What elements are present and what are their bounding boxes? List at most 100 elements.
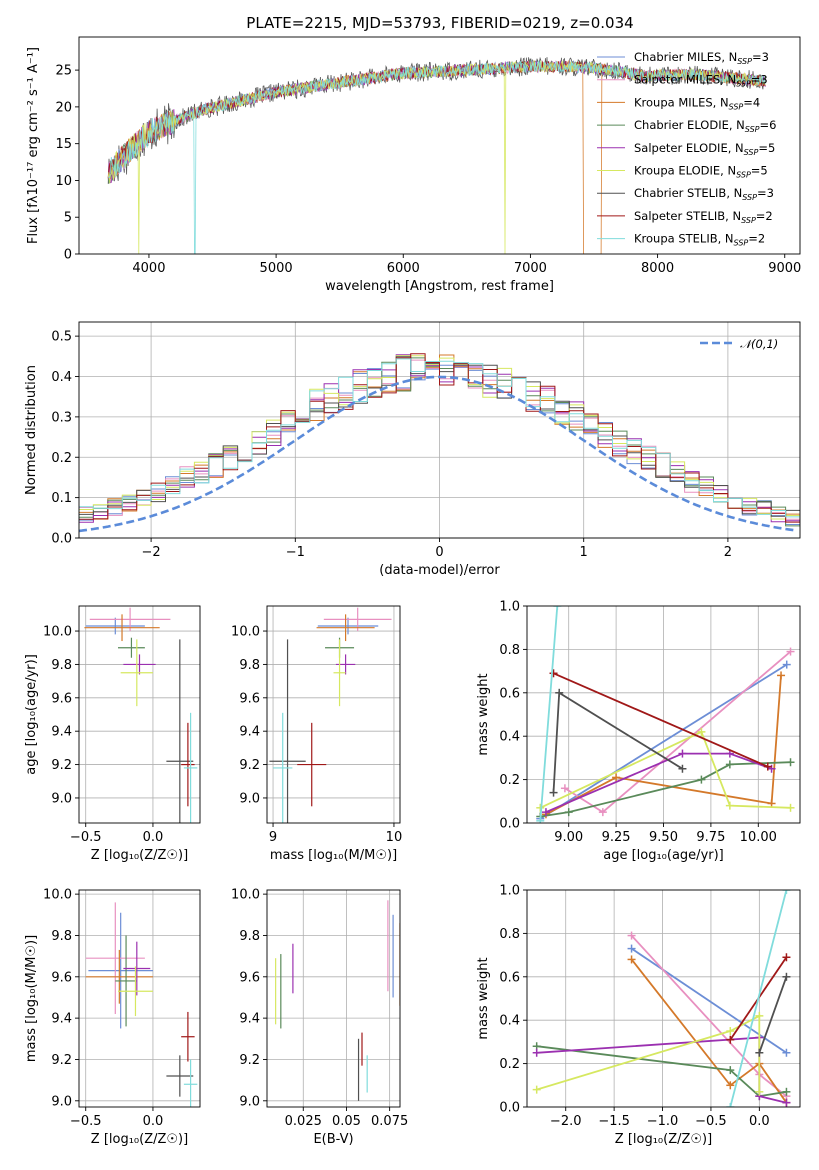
- y-tick-label: 9.4: [51, 725, 72, 740]
- weight-marker-chabrier-stelib: [678, 764, 687, 773]
- axes-age-vs-Z: −0.5 0.0 9.0 9.2 9.4 9.6 9.8 10.0 Z [log₁₀(Z/Z☉)…: [24, 605, 201, 863]
- weight-marker-chabrier-stelib: [755, 1048, 764, 1057]
- axes-mass-vs-EBV: 0.025 0.05 0.075 9.0 9.2 9.4 9.6 9.8 10.0 E(B-V): [231, 888, 408, 1147]
- legend-label: Chabrier ELODIE, N: [634, 118, 745, 132]
- y-tick-label: 0.2: [499, 1057, 520, 1072]
- y-tick-label: 10.0: [43, 888, 72, 903]
- x-tick-label: 9.50: [649, 830, 678, 845]
- x-tick-label: 0.05: [332, 1114, 361, 1129]
- weight-marker-kroupa-miles: [726, 1081, 735, 1090]
- histogram-kroupa-stelib: [79, 358, 800, 525]
- legend-entry-salpeter-elodie: Salpeter ELODIE, NSSP=5: [634, 141, 775, 157]
- axes-frame: [266, 605, 401, 824]
- errorbar-salpeter-elodie: [123, 654, 156, 675]
- x-tick-label: 5000: [260, 261, 293, 276]
- y-tick-label: 9.2: [51, 1053, 72, 1068]
- y-tick-label: 10.0: [231, 888, 260, 903]
- legend-subscript: SSP: [745, 125, 760, 134]
- weight-marker-kroupa-elodie: [726, 1027, 735, 1036]
- y-tick-label: 9.0: [51, 1094, 72, 1109]
- y-tick-label: 10: [55, 174, 72, 189]
- x-tick-label: 9.25: [602, 830, 631, 845]
- histogram-chabrier-miles: [79, 364, 800, 527]
- y-tick-label: 0.0: [499, 817, 520, 832]
- x-tick-label: 8000: [641, 261, 674, 276]
- plot-area-massweight-vs-Z: [532, 890, 791, 1107]
- legend-value: =5: [758, 141, 775, 155]
- legend-subscript: SSP: [736, 80, 751, 89]
- legend-value: =5: [751, 164, 768, 178]
- x-axis-label: (data-model)/error: [379, 563, 500, 578]
- errorbar-kroupa-miles: [316, 614, 375, 642]
- x-tick-label: 0.0: [143, 1114, 164, 1129]
- y-tick-label: 9.2: [239, 1053, 260, 1068]
- spectrum-line-kroupa-stelib: [108, 60, 766, 254]
- legend-entry-kroupa-elodie: Kroupa ELODIE, NSSP=5: [634, 164, 768, 180]
- errorbar-chabrier-miles: [88, 912, 153, 1029]
- axes-mass-vs-Z: −0.5 0.0 9.0 9.2 9.4 9.6 9.8 10.0 Z [log₁₀(Z/Z☉)…: [24, 888, 201, 1147]
- histogram-chabrier-stelib: [79, 356, 800, 526]
- plot-area-mass-vs-EBV: [275, 900, 400, 1101]
- errorbar-kroupa-stelib: [183, 1059, 198, 1107]
- x-axis-label: Z [log₁₀(Z/Z☉)]: [91, 848, 188, 863]
- errorbar-kroupa-stelib: [183, 712, 198, 823]
- y-tick-label: 0.4: [499, 730, 520, 745]
- y-tick-label: 9.6: [239, 691, 260, 706]
- y-tick-label: 9.0: [51, 791, 72, 806]
- x-tick-label: −1.5: [598, 1114, 630, 1129]
- weight-marker-chabrier-miles: [782, 1048, 791, 1057]
- y-tick-label: 9.6: [51, 691, 72, 706]
- plot-area-age-vs-mass: [269, 607, 392, 823]
- errorbar-chabrier-stelib: [166, 639, 194, 823]
- y-tick-label: 1.0: [499, 600, 520, 615]
- y-tick-label: 0.2: [51, 451, 72, 466]
- legend-entry-chabrier-elodie: Chabrier ELODIE, NSSP=6: [634, 118, 776, 134]
- errorbar-kroupa-elodie: [120, 639, 153, 707]
- axes-frame: [78, 605, 201, 824]
- legend-entry-salpeter-miles: Salpeter MILES, NSSP=3: [634, 73, 768, 89]
- legend-value: =3: [751, 73, 768, 87]
- y-axis-label: mass weight: [476, 957, 491, 1039]
- weight-marker-chabrier-elodie: [697, 775, 706, 784]
- legend-subscript: SSP: [736, 171, 751, 180]
- y-axis-label: age [log₁₀(age/yr)]: [24, 654, 39, 775]
- y-tick-label: 0.5: [51, 330, 72, 345]
- errorbar-salpeter-elodie: [335, 654, 356, 675]
- weight-line-kroupa-miles: [545, 675, 782, 816]
- weight-marker-kroupa-stelib: [726, 1103, 735, 1107]
- weight-marker-salpeter-elodie: [532, 1048, 541, 1057]
- x-tick-label: 0.075: [371, 1114, 408, 1129]
- errorbar-salpeter-stelib: [181, 722, 195, 807]
- y-tick-label: 5: [64, 211, 72, 226]
- axes-frame: [526, 889, 801, 1108]
- legend-label: Kroupa MILES, N: [634, 95, 729, 109]
- weight-marker-chabrier-stelib: [549, 788, 558, 797]
- weight-marker-chabrier-miles: [782, 660, 791, 669]
- y-tick-label: 20: [55, 100, 72, 115]
- axes-frame: [266, 889, 401, 1108]
- weight-marker-salpeter-miles: [627, 931, 636, 940]
- legend-label: Kroupa STELIB, N: [634, 232, 734, 246]
- y-tick-label: 0.1: [51, 491, 72, 506]
- weight-marker-salpeter-stelib: [763, 762, 772, 771]
- y-tick-label: 9.8: [51, 929, 72, 944]
- y-tick-label: 0.0: [499, 1101, 520, 1116]
- legend-label: Salpeter MILES, N: [634, 73, 736, 87]
- legend-entry-kroupa-miles: Kroupa MILES, NSSP=4: [634, 95, 760, 111]
- legend-label: Chabrier MILES, N: [634, 50, 737, 64]
- axes-frame: [78, 36, 801, 255]
- x-tick-label: 6000: [387, 261, 420, 276]
- legend-label: Salpeter STELIB, N: [634, 209, 741, 223]
- y-tick-label: 0.4: [499, 1014, 520, 1029]
- x-tick-label: 9000: [768, 261, 801, 276]
- axes-spectrum: 4000 5000 6000 7000 8000 9000 0 5 10 15 20 25 wavele…: [26, 36, 801, 294]
- y-tick-label: 9.0: [239, 791, 260, 806]
- weight-line-salpeter-elodie: [536, 1036, 787, 1104]
- x-tick-label: 0: [435, 545, 443, 560]
- x-axis-label: E(B-V): [313, 1132, 353, 1147]
- legend-subscript: SSP: [737, 57, 752, 66]
- x-tick-label: −1: [286, 545, 305, 560]
- weight-marker-salpeter-stelib: [726, 1035, 735, 1044]
- weight-marker-salpeter-miles: [786, 647, 795, 656]
- legend-entry-salpeter-stelib: Salpeter STELIB, NSSP=2: [634, 209, 773, 225]
